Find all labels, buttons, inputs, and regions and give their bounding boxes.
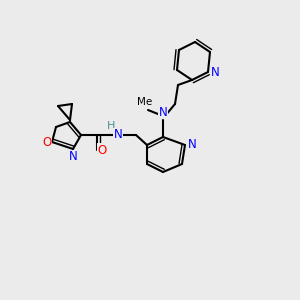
- Text: N: N: [188, 139, 196, 152]
- Text: N: N: [159, 106, 167, 118]
- Text: O: O: [98, 143, 106, 157]
- Text: N: N: [69, 151, 77, 164]
- Text: N: N: [114, 128, 122, 142]
- Text: H: H: [107, 121, 115, 131]
- Text: N: N: [211, 65, 219, 79]
- Text: O: O: [42, 136, 52, 148]
- Text: Me: Me: [137, 97, 153, 107]
